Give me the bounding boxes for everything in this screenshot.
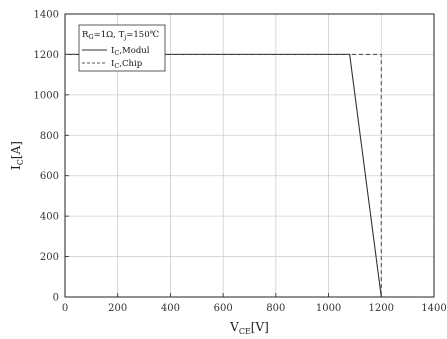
legend-entry-modul-main: I — [111, 46, 114, 56]
legend-entry-modul: IC,Modul — [111, 46, 150, 57]
x-tick-label: 1200 — [369, 303, 394, 314]
legend-entry-modul-sub: C — [114, 49, 119, 57]
series-line-chip — [65, 53, 382, 297]
legend-entry-chip-rest: ,Chip — [119, 59, 142, 69]
y-axis-label-unit: [A] — [9, 141, 23, 159]
x-tick-label: 1400 — [421, 303, 446, 314]
plot-frame — [64, 13, 435, 298]
x-axis-label-sub: CE — [239, 327, 251, 336]
y-tick-label: 1400 — [34, 10, 59, 21]
x-tick-label: 200 — [108, 303, 127, 314]
y-axis-label-sub: C — [16, 159, 25, 165]
x-axis-label-unit: [V] — [251, 320, 269, 334]
legend-header-r-rest: =1Ω, T — [94, 30, 125, 40]
x-tick-label: 0 — [62, 303, 68, 314]
axis-ticks: 0 200 400 600 800 1000 1200 1400 0 200 400 600 800 10… — [34, 10, 447, 315]
x-axis-label: VCE[V] — [229, 320, 269, 336]
y-tick-label: 800 — [40, 131, 59, 142]
y-axis-label: IC[A] — [9, 141, 25, 170]
x-tick-label: 800 — [266, 303, 285, 314]
legend-header: RG=1Ω, Tj=150℃ — [82, 30, 159, 41]
legend-entry-chip-main: I — [111, 59, 114, 69]
x-axis-label-main: V — [229, 320, 239, 334]
y-axis-label-main: I — [9, 165, 23, 170]
y-tick-label: 1000 — [34, 90, 59, 101]
legend-entry-chip-sub: C — [114, 62, 119, 70]
legend: RG=1Ω, Tj=150℃ IC,Modul IC,Chip — [78, 24, 166, 72]
legend-entry-chip: IC,Chip — [111, 59, 143, 70]
legend-header-r: R — [82, 30, 89, 40]
legend-header-t-rest: =150℃ — [126, 30, 159, 40]
x-tick-label: 400 — [161, 303, 180, 314]
y-tick-label: 0 — [53, 293, 59, 304]
y-tick-label: 600 — [40, 171, 59, 182]
legend-header-t-sub: j — [123, 33, 126, 41]
y-tick-label: 400 — [40, 212, 59, 223]
y-tick-label: 1200 — [34, 50, 59, 61]
x-tick-label: 1000 — [316, 303, 341, 314]
x-tick-label: 600 — [214, 303, 233, 314]
legend-header-r-sub: G — [88, 33, 93, 41]
y-tick-label: 200 — [40, 252, 59, 263]
legend-entry-modul-rest: ,Modul — [119, 46, 149, 56]
